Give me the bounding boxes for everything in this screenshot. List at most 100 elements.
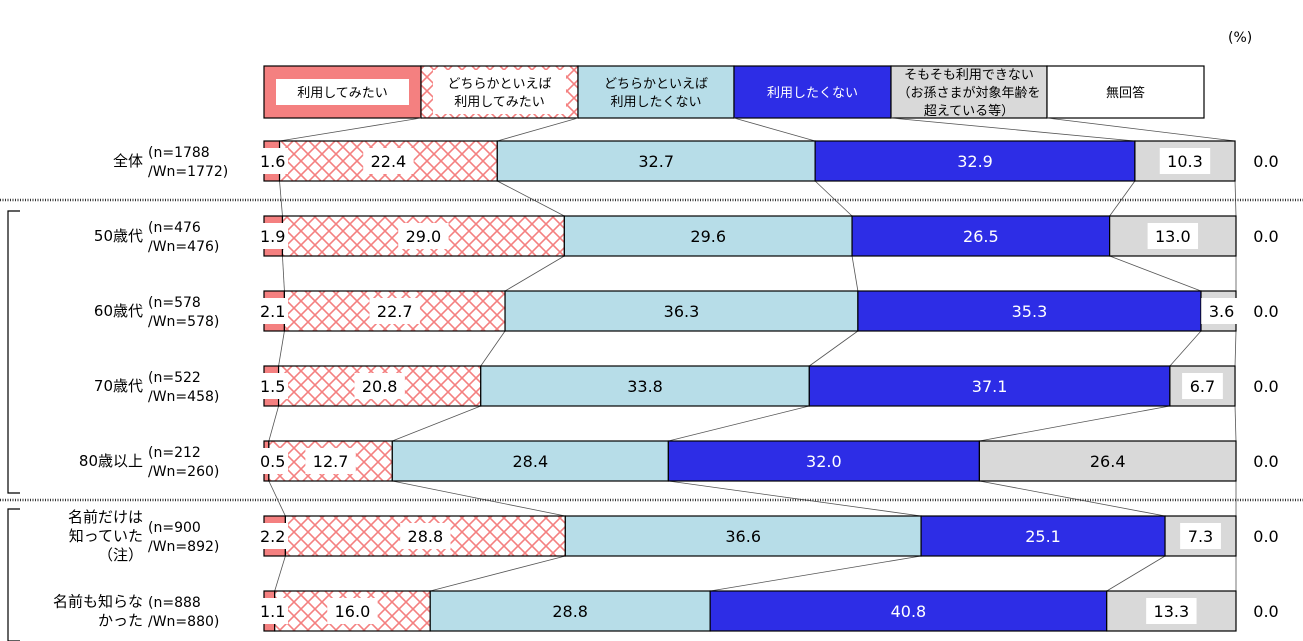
value-label: 37.1 [972,377,1008,396]
value-label: 16.0 [335,602,371,621]
value-label: 29.6 [690,227,726,246]
group-bracket [7,210,20,494]
legend-swatch-5 [890,65,1048,119]
value-label-box [398,223,449,249]
bar-segment [814,140,1136,182]
legend-label-box [276,79,409,105]
value-label-box [258,148,288,174]
connector-line [279,180,283,217]
connector-line [1046,117,1236,142]
value-label: 0.0 [1253,377,1278,396]
value-label-box [258,223,288,249]
value-label: 0.0 [1253,452,1278,471]
legend-label-6: 無回答 [1106,85,1145,101]
connector-line [1109,255,1202,292]
row-label: 50歳代 [94,227,143,245]
value-label-box [258,448,288,474]
bar-segment [504,290,859,332]
value-label-box [1147,223,1199,249]
bar-segment [496,140,816,182]
legend-label-5: そもそも利用できない（お孫さまが対象年齢を超えている等） [897,68,1040,119]
bar-segment [1134,140,1236,182]
value-label: 32.0 [806,452,842,471]
connector-line [1234,405,1237,442]
connector-line [497,117,579,142]
row-n-label: (n=888/Wn=880) [148,595,219,630]
bar-rows: 1.6 22.4 32.7 32.9 10.3 0.0 全体 (n=1788/Wn=1772)… [53,140,1279,632]
value-label: 10.3 [1167,152,1203,171]
bar-segment [667,440,980,482]
value-label: 22.7 [377,302,413,321]
value-label: 12.7 [313,452,349,471]
value-label-box [400,523,451,549]
connector-line [733,117,816,142]
value-label-box [369,298,420,324]
value-label: 1.6 [260,152,285,171]
value-label-box [1180,523,1221,549]
value-label: 13.0 [1155,227,1191,246]
value-label: 32.9 [957,152,993,171]
connector-line [814,180,853,217]
value-label-box [363,148,414,174]
connector-line [809,330,859,367]
connector-line [668,405,810,442]
connector-line [1109,180,1136,217]
value-label: 35.3 [1012,302,1048,321]
value-label-box [305,448,356,474]
value-label: 2.1 [260,302,285,321]
bar-segment [391,440,669,482]
bar-segment [564,515,922,557]
legend: 利用してみたい どちらかといえば利用してみたい どちらかといえば利用したくない 利用し… [263,65,1205,119]
value-label-box [258,598,288,624]
connector-line [1234,180,1237,217]
bar-segment [563,215,853,257]
value-label-box [354,373,405,399]
connector-line [710,555,922,592]
row-label: 60歳代 [94,302,143,320]
connector-line [282,255,285,292]
value-label: 3.6 [1209,302,1234,321]
legend-label-box [433,70,566,114]
legend-label-1: 利用してみたい [297,86,388,101]
value-label: 28.4 [513,452,549,471]
value-label-box [1146,598,1197,624]
row-label: 名前も知らなかった [53,593,143,630]
row-n-label: (n=578/Wn=578) [148,295,219,330]
value-label: 40.8 [891,602,927,621]
bar-segment [978,440,1237,482]
value-label: 6.7 [1190,377,1215,396]
value-label: 0.0 [1253,227,1278,246]
connector-line [504,255,565,292]
value-label-box [258,373,288,399]
connector-line [890,117,1135,142]
connector-line [851,255,859,292]
bar-segment [857,290,1202,332]
row-label: 80歳以上 [79,452,143,470]
legend-label-4: 利用したくない [767,86,858,101]
value-label: 28.8 [408,527,444,546]
legend-swatch-4 [733,65,892,119]
legend-swatch-6 [1046,65,1205,119]
connector-line [1106,555,1166,592]
row-label: 全体 [113,152,143,170]
value-label: 7.3 [1188,527,1213,546]
value-label: 22.4 [371,152,407,171]
value-label: 0.0 [1253,302,1278,321]
value-label-box [327,598,378,624]
value-label: 20.8 [362,377,398,396]
connector-line [278,330,285,367]
group-bracket [7,508,20,641]
bar-segment [808,365,1171,407]
connector-line [430,555,566,592]
bar-segment [480,365,810,407]
value-label: 25.1 [1025,527,1061,546]
value-label: 36.3 [664,302,700,321]
value-label-box [1159,148,1211,174]
row-n-label: (n=212/Wn=260) [148,445,219,480]
connector-line [268,405,279,442]
value-label: 36.6 [725,527,761,546]
row-n-label: (n=900/Wn=892) [148,520,219,555]
value-label: 0.0 [1253,527,1278,546]
legend-label-3: どちらかといえば利用したくない [604,77,708,110]
